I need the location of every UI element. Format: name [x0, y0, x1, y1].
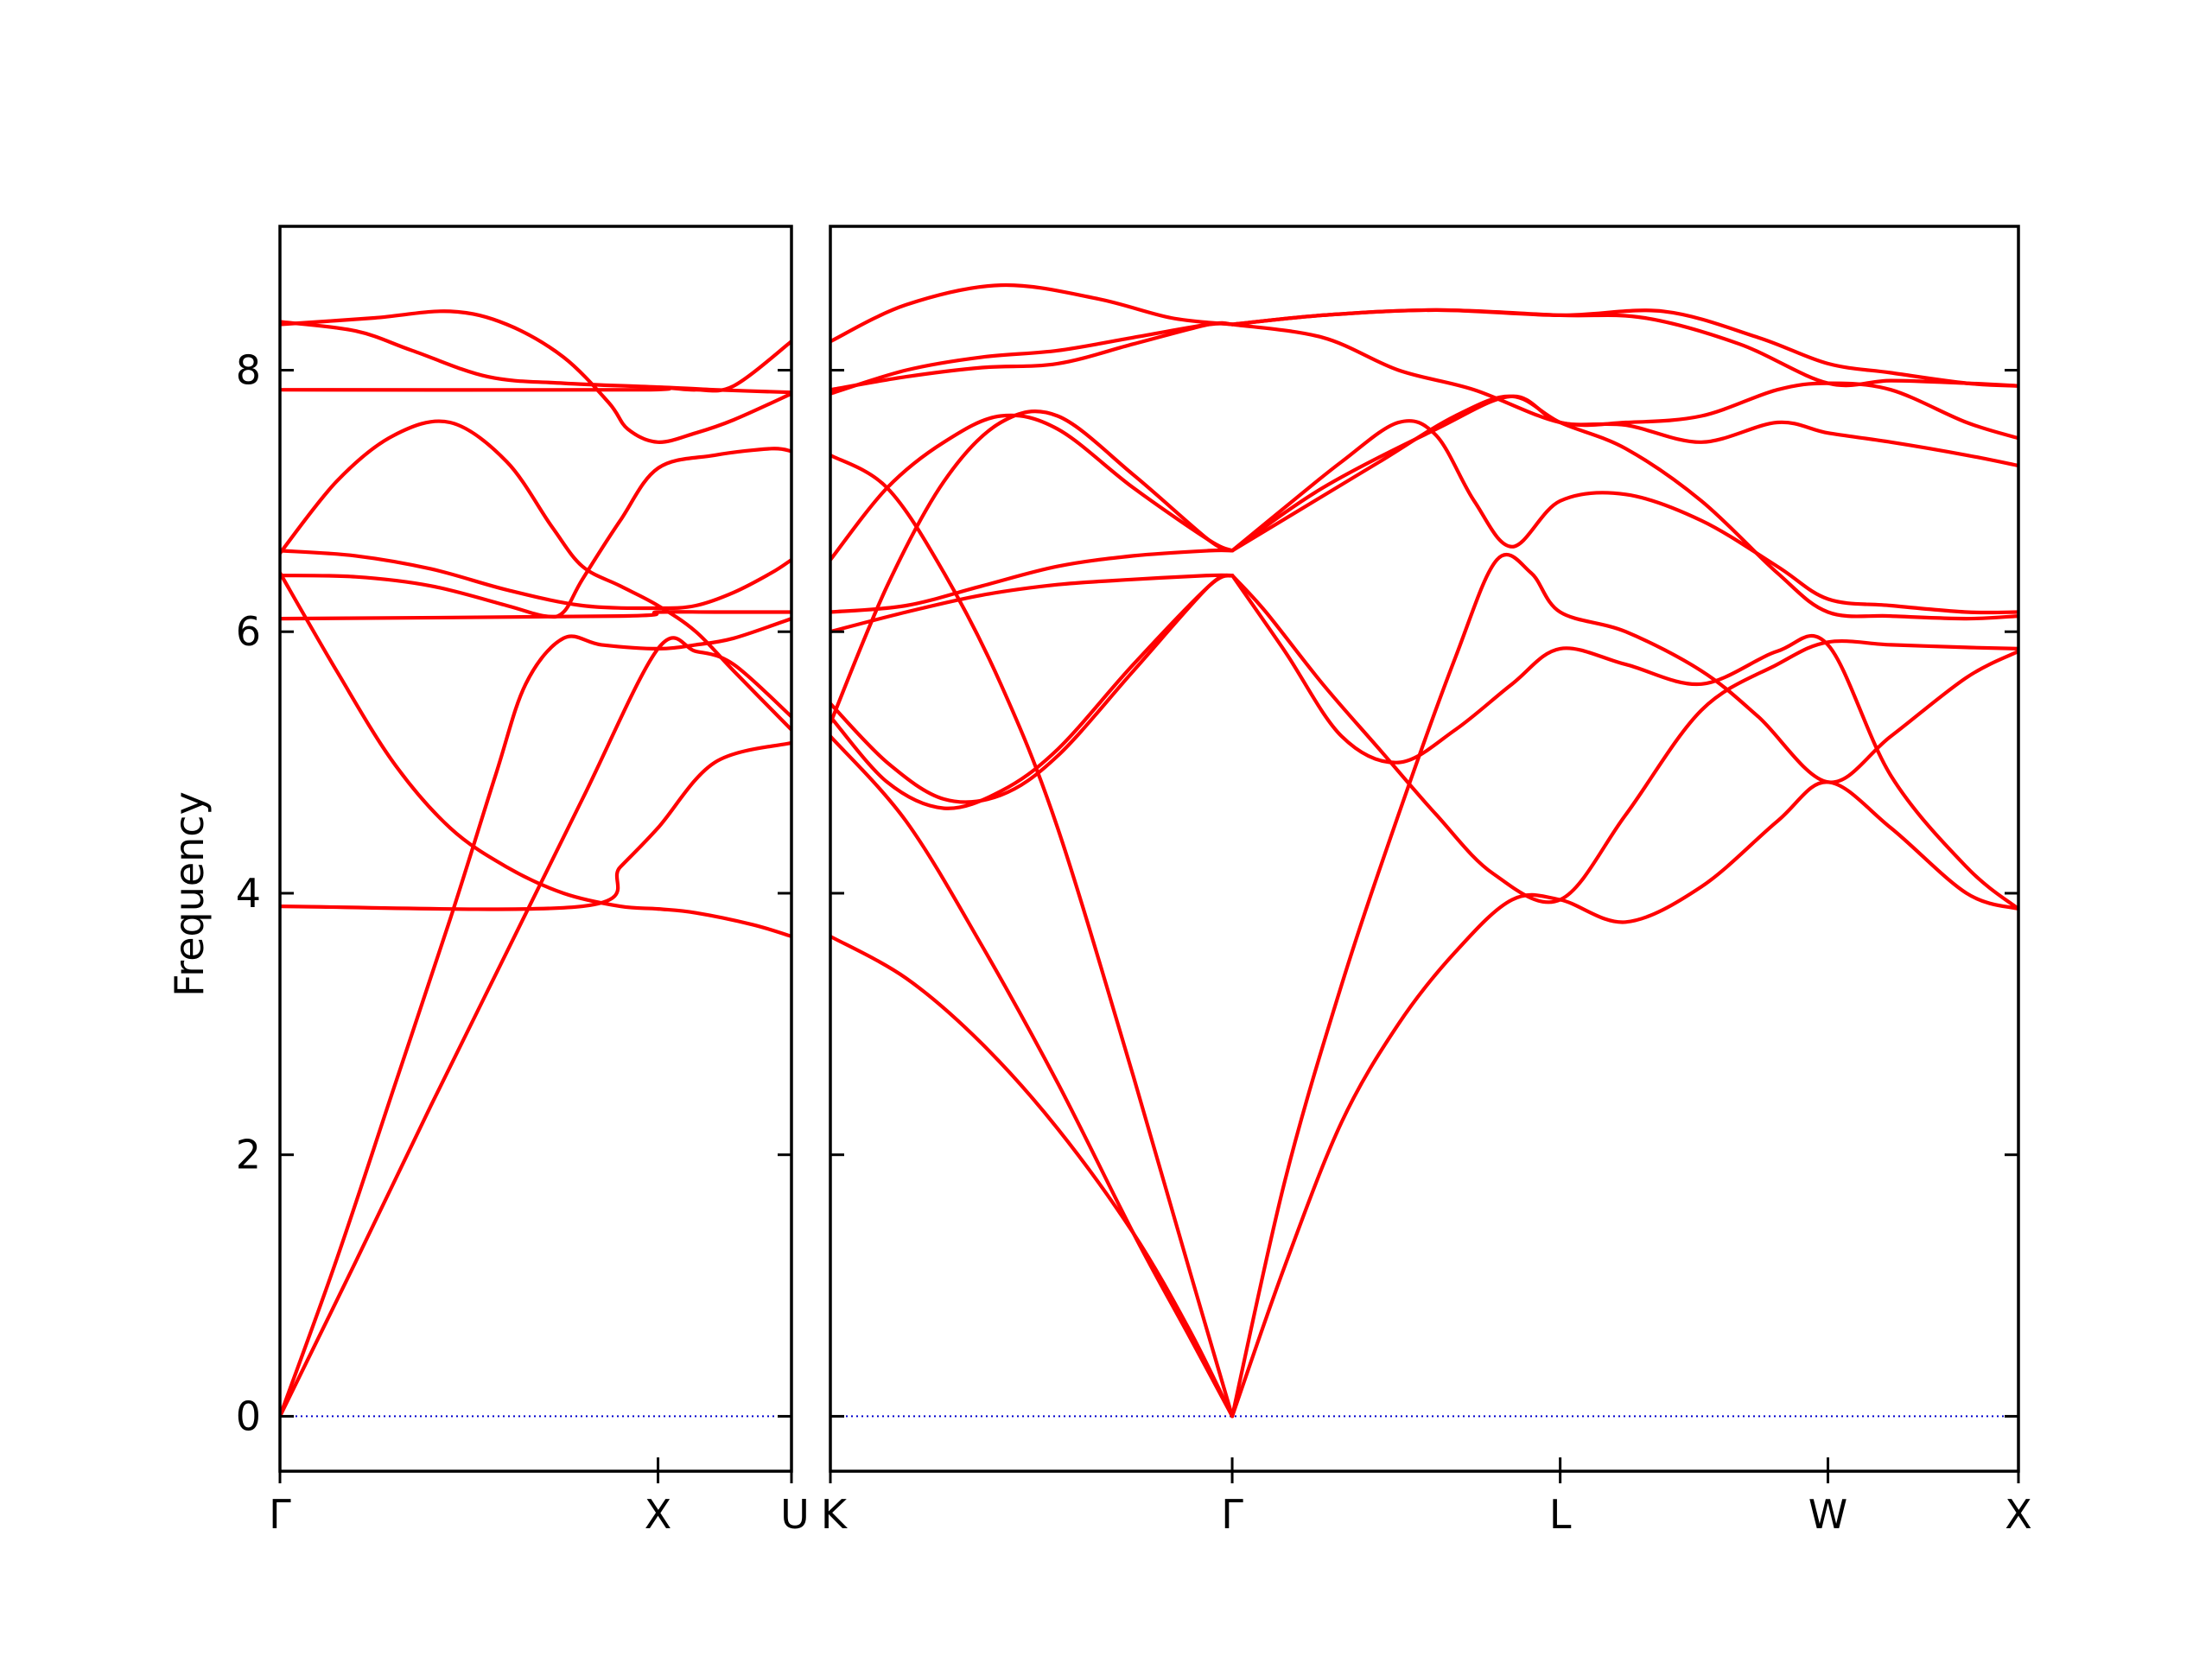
x-tick-label-right-0: K [821, 1491, 849, 1538]
right-branch-22 [1230, 308, 2018, 388]
right-branch-16 [1230, 394, 2018, 553]
right-branch-14 [1230, 419, 2018, 615]
right-frame [829, 225, 2020, 1473]
right-branches [830, 282, 2018, 1419]
right-branch-1 [830, 934, 1235, 1419]
left-branch-4 [280, 419, 791, 732]
right-branch-8 [1230, 574, 2018, 904]
right-branch-12 [830, 409, 1235, 726]
right-branch-9 [1230, 574, 2018, 911]
x-tick-label-left-0: Γ [269, 1491, 291, 1538]
y-tick-label-6: 6 [236, 608, 261, 655]
y-tick-label-0: 0 [236, 1393, 261, 1439]
x-tick-label-right-1: Γ [1221, 1491, 1243, 1538]
left-panel: 0 2 4 6 8 Γ X U [236, 225, 810, 1538]
right-branch-5 [1230, 552, 2018, 1419]
y-tick-label-4: 4 [236, 870, 261, 917]
right-branch-11 [830, 548, 1235, 614]
left-branch-10 [280, 610, 791, 621]
right-branch-7 [830, 574, 1235, 810]
right-branch-19 [830, 282, 1235, 344]
left-branch-6 [280, 549, 791, 611]
right-branch-18 [830, 321, 1235, 396]
left-branch-11 [280, 385, 791, 395]
right-branch-10 [830, 573, 1235, 634]
x-tick-label-right-3: W [1808, 1491, 1847, 1538]
x-tick-label-right-2: L [1549, 1491, 1572, 1538]
y-tick-label-8: 8 [236, 347, 261, 394]
x-tick-label-right-4: X [2005, 1491, 2032, 1538]
left-branch-3 [280, 571, 791, 938]
right-branch-20 [1230, 322, 2018, 441]
right-branch-4 [1230, 780, 2018, 1419]
left-frame [278, 225, 793, 1473]
x-tick-label-left-1: X [645, 1491, 672, 1538]
right-branch-2 [830, 734, 1235, 1419]
y-tick-label-2: 2 [236, 1132, 261, 1178]
right-branch-15 [1230, 394, 2018, 621]
y-axis-label: Frequency [166, 791, 213, 997]
x-tick-label-left-2: U [780, 1491, 810, 1538]
right-branch-3 [830, 453, 1235, 1419]
left-branches [280, 309, 791, 1419]
right-branch-13 [830, 413, 1235, 562]
left-branch-9 [280, 740, 791, 911]
